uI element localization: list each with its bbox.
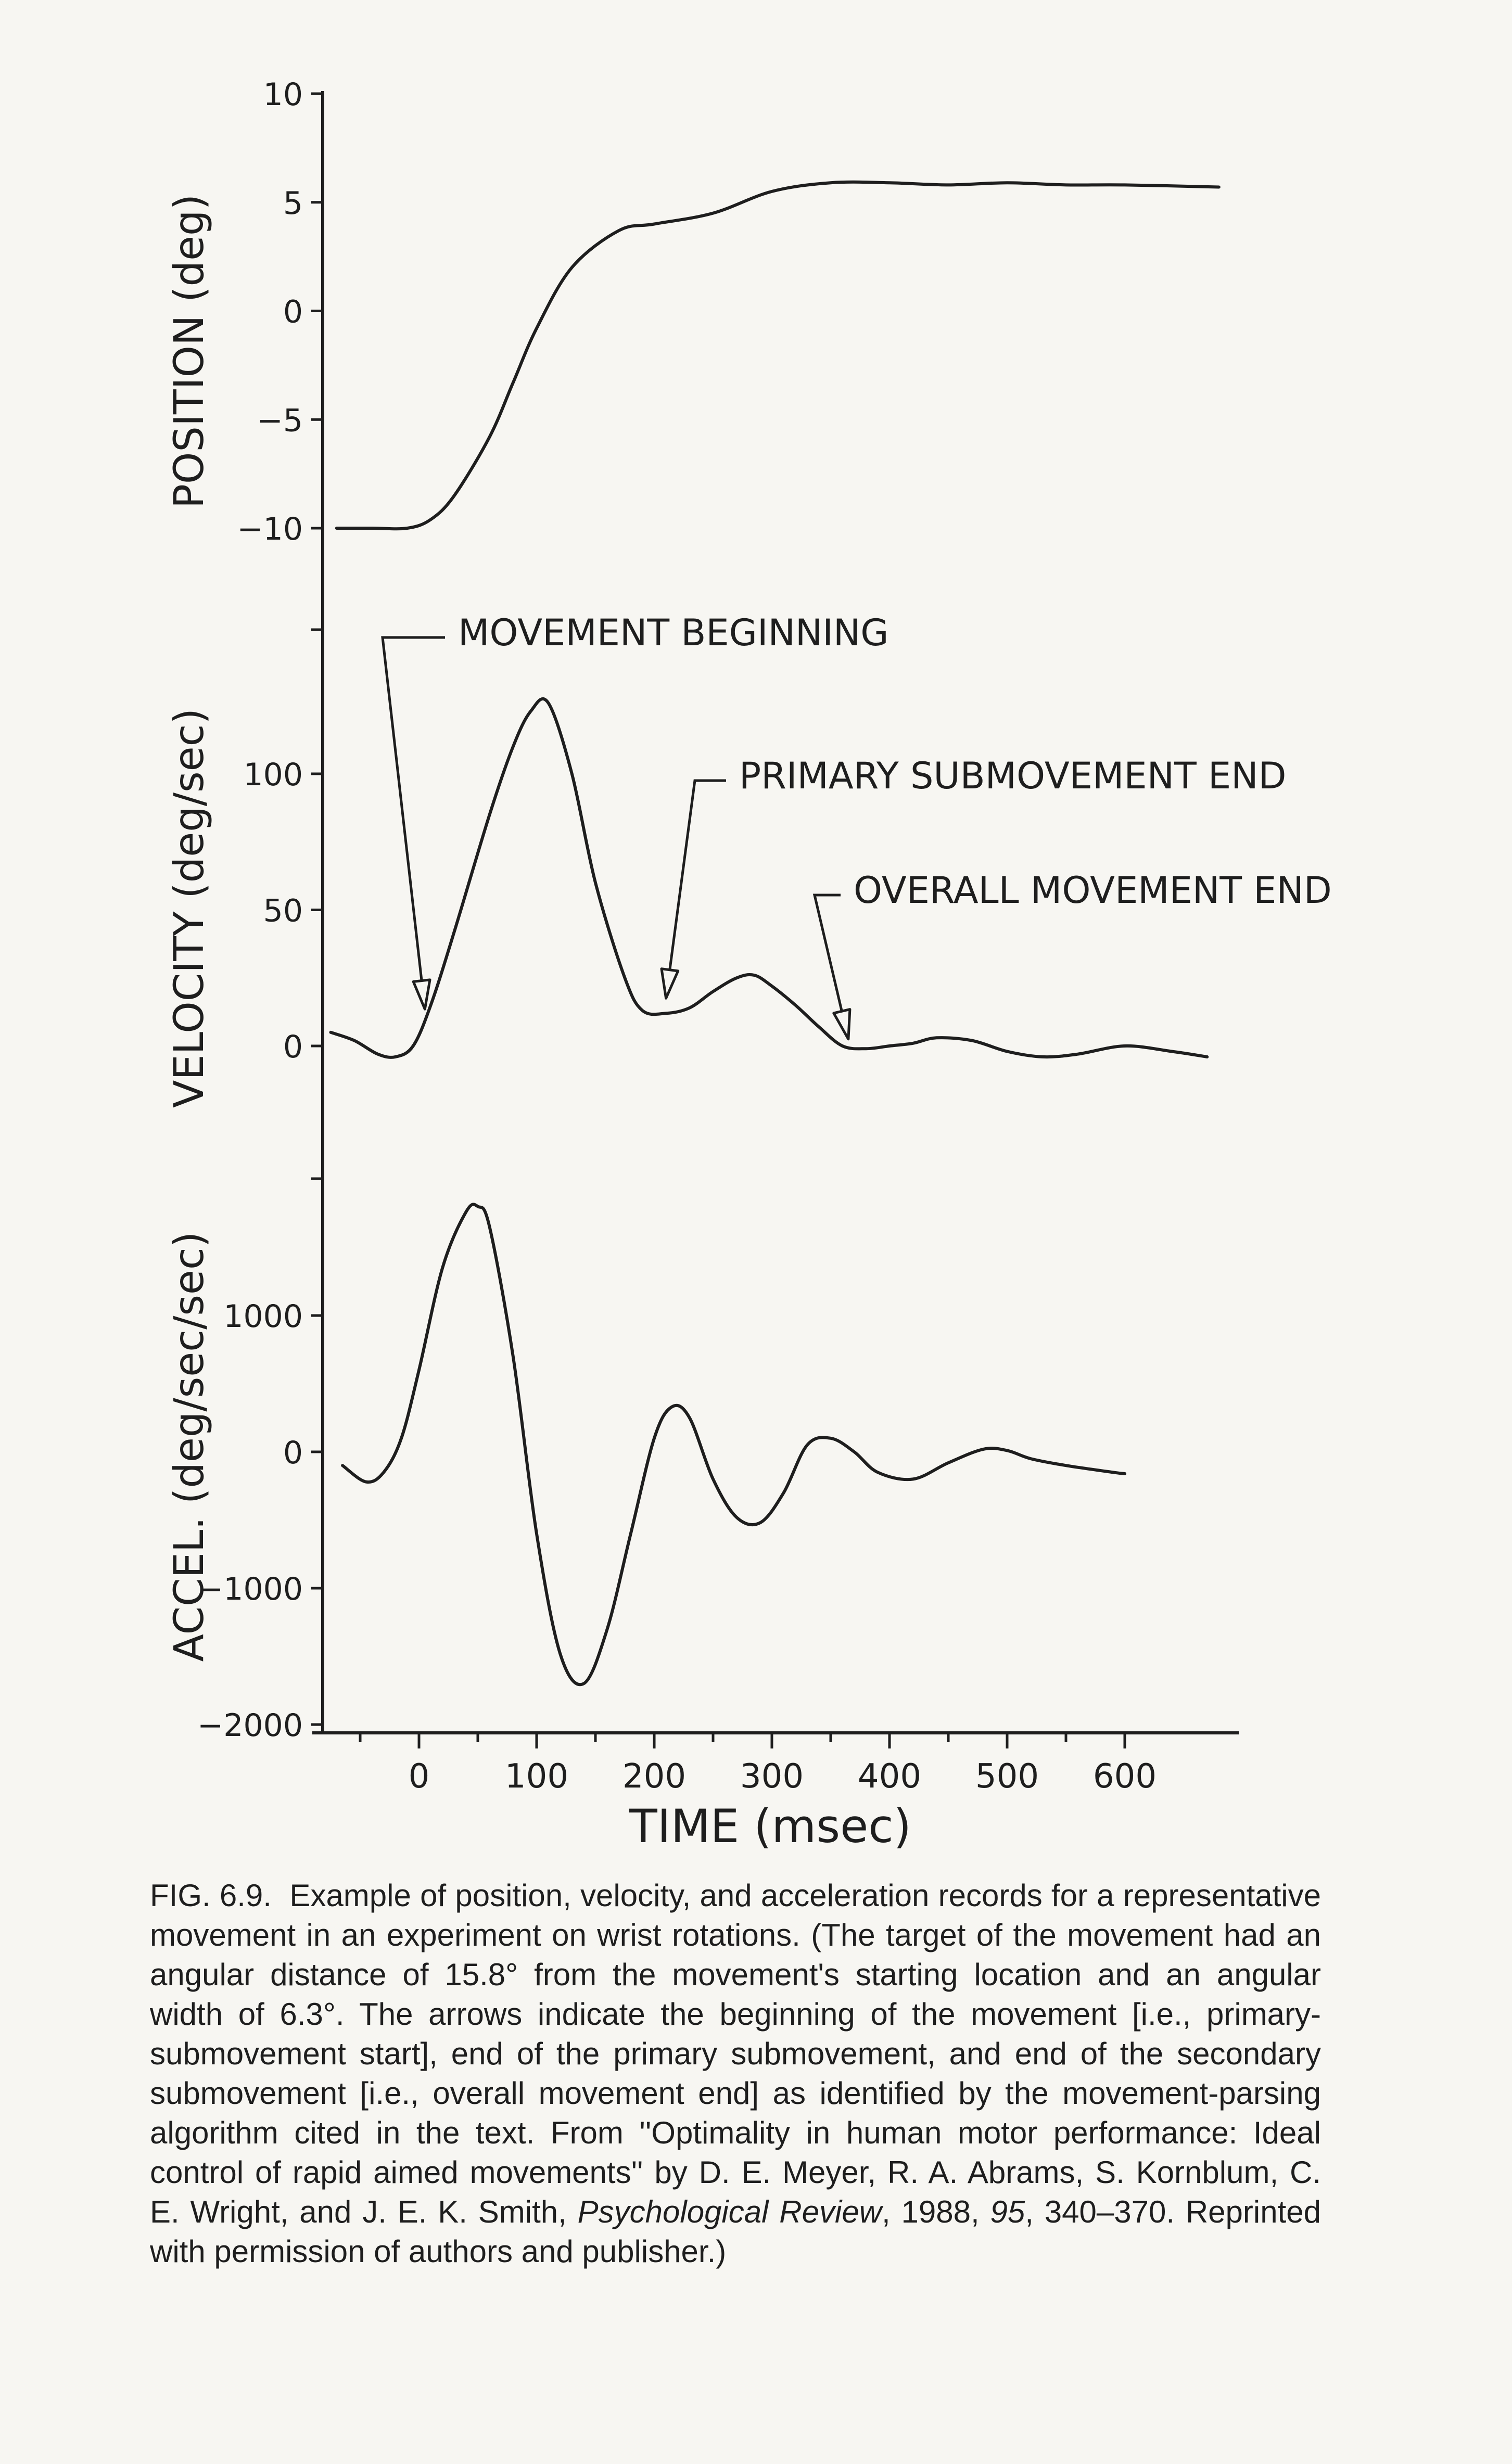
caption-volume: 95 — [990, 2194, 1025, 2229]
y-tick-label-accel: 0 — [283, 1435, 303, 1471]
x-axis-label: TIME (msec) — [629, 1799, 911, 1853]
y-axis-label-accel: ACCEL. (deg/sec/sec) — [166, 1232, 213, 1662]
annotation-label-2: PRIMARY SUBMOVEMENT END — [739, 755, 1287, 797]
caption-fig-label: FIG. 6.9. — [150, 1878, 272, 1913]
y-tick-label-accel: 1000 — [223, 1298, 303, 1335]
x-tick-label: 400 — [858, 1757, 921, 1796]
arrow-head-3 — [832, 1008, 852, 1041]
curves-layer — [329, 180, 1221, 1687]
y-tick-label-accel: −1000 — [197, 1571, 303, 1607]
y-tick-label-velocity: 0 — [283, 1029, 303, 1065]
arrow-leader-2 — [668, 779, 726, 971]
caption-text-3: , 340–370. Reprinted with permission of … — [150, 2194, 1321, 2269]
caption-journal: Psychological Review — [577, 2194, 882, 2229]
x-tick-label: 200 — [622, 1757, 686, 1796]
curve-velocity — [329, 697, 1209, 1059]
y-tick-label-velocity: 100 — [243, 757, 303, 793]
y-tick-label-position: 5 — [283, 185, 303, 222]
y-tick-label-accel: −2000 — [197, 1707, 303, 1744]
x-tick-label: 500 — [975, 1757, 1039, 1796]
arrow-head-1 — [412, 978, 431, 1011]
annotations-layer: MOVEMENT BEGINNING PRIMARY SUBMOVEMENT EN… — [381, 611, 1332, 1041]
y-tick-label-position: −5 — [257, 402, 303, 439]
x-tick-label: 0 — [409, 1757, 430, 1796]
x-tick-label: 100 — [505, 1757, 568, 1796]
y-axis-label-position: POSITION (deg) — [166, 194, 213, 508]
x-tick-label: 300 — [740, 1757, 804, 1796]
curve-position — [335, 180, 1221, 531]
figure-caption: FIG. 6.9. Example of position, velocity,… — [150, 1876, 1321, 2271]
caption-text-1: Example of position, velocity, and accel… — [150, 1878, 1321, 2229]
y-tick-label-velocity: 50 — [263, 893, 303, 929]
y-tick-label-position: 0 — [283, 294, 303, 330]
y-axis-label-velocity: VELOCITY (deg/sec) — [166, 708, 213, 1108]
curve-accel — [341, 1203, 1126, 1687]
y-tick-label-position: 10 — [263, 76, 303, 113]
x-tick-label: 600 — [1093, 1757, 1157, 1796]
caption-text-2: , 1988, — [882, 2194, 980, 2229]
arrow-leader-1 — [381, 636, 445, 981]
y-tick-label-position: −10 — [237, 511, 303, 547]
annotation-label-3: OVERALL MOVEMENT END — [854, 869, 1332, 912]
arrow-head-2 — [660, 967, 680, 1000]
annotation-label-1: MOVEMENT BEGINNING — [458, 611, 889, 654]
arrow-leader-3 — [812, 893, 843, 1012]
